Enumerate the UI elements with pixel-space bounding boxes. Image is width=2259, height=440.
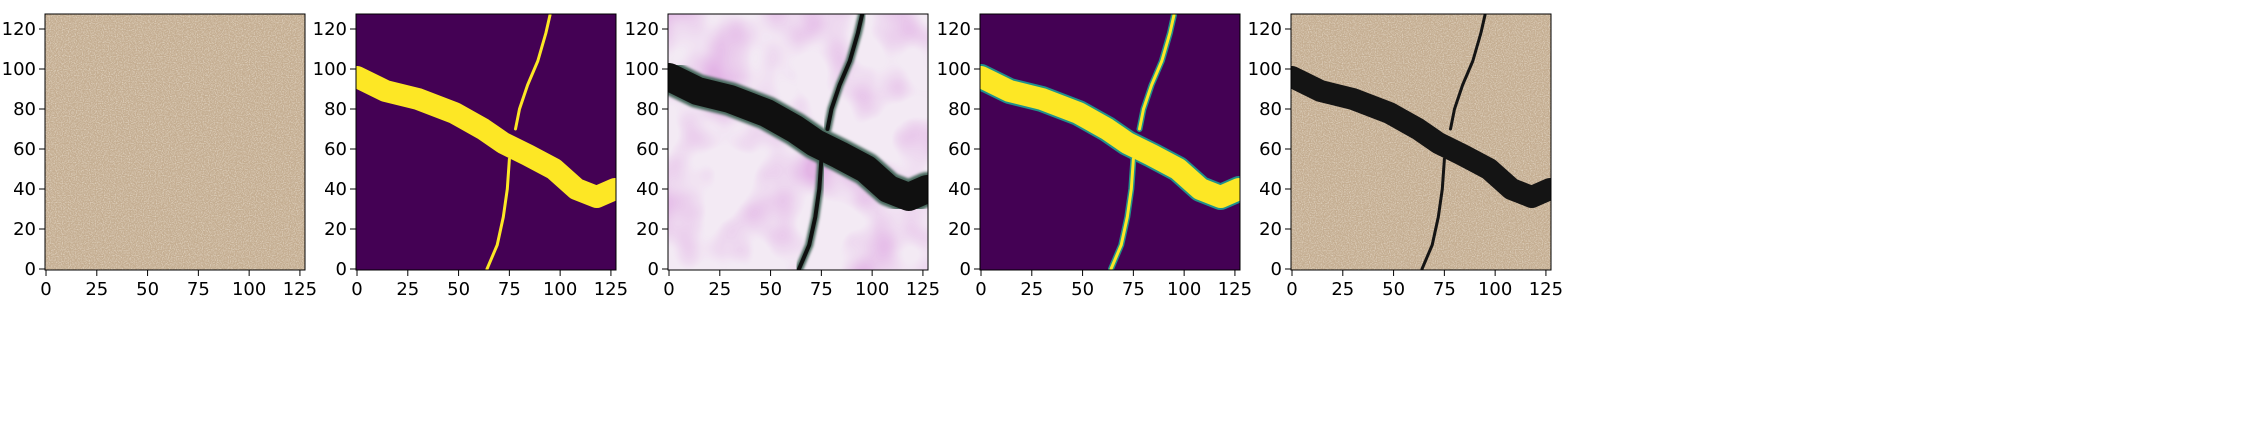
panel-4: 0 25 50 75 100 125 0 20 40 60 80 100 120 — [937, 13, 1252, 300]
mask-crack-branch-top — [1109, 157, 1135, 270]
y-tick-label: 40 — [636, 179, 659, 200]
y-tick-label: 120 — [937, 19, 971, 40]
y-tick-label: 60 — [948, 139, 971, 160]
x-tick-label: 125 — [1218, 279, 1252, 300]
mask-crack-main — [980, 66, 1240, 208]
y-tick-label: 100 — [625, 59, 659, 80]
generated-crack-branch-top — [797, 157, 824, 270]
y-tick-label: 20 — [324, 219, 347, 240]
y-tick-label: 60 — [1259, 139, 1282, 160]
y-tick-label: 0 — [1271, 259, 1282, 280]
x-tick-label: 50 — [1071, 279, 1094, 300]
panel-frame — [44, 13, 306, 271]
x-tick-label: 25 — [85, 279, 108, 300]
x-tick-label: 100 — [1478, 279, 1512, 300]
panel-frame — [667, 13, 929, 271]
x-tick-label: 25 — [396, 279, 419, 300]
x-tick-label: 50 — [759, 279, 782, 300]
y-tick-label: 60 — [636, 139, 659, 160]
x-tick-label: 100 — [855, 279, 889, 300]
y-tick-label: 20 — [948, 219, 971, 240]
x-tick-label: 50 — [447, 279, 470, 300]
y-tick-label: 100 — [937, 59, 971, 80]
y-tick-label: 100 — [1248, 59, 1282, 80]
generated-crack-main — [668, 63, 928, 211]
x-tick-label: 75 — [1433, 279, 1456, 300]
x-tick-label: 75 — [187, 279, 210, 300]
y-tick-label: 0 — [336, 259, 347, 280]
y-tick-label: 40 — [324, 179, 347, 200]
y-tick-label: 100 — [313, 59, 347, 80]
panel-image — [45, 14, 305, 270]
panel-5: 0 25 50 75 100 125 0 20 40 60 80 100 120 — [1248, 13, 1563, 300]
crack-branch-bottom — [1449, 14, 1487, 131]
y-tick-label: 40 — [948, 179, 971, 200]
x-tick-label: 75 — [498, 279, 521, 300]
y-tick-label: 100 — [2, 59, 36, 80]
x-tick-label: 100 — [543, 279, 577, 300]
x-tick-label: 0 — [40, 279, 51, 300]
y-tick-label: 120 — [1248, 19, 1282, 40]
x-tick-label: 0 — [975, 279, 986, 300]
panel-image — [1291, 14, 1551, 270]
x-tick-label: 50 — [136, 279, 159, 300]
panel-image — [668, 14, 928, 270]
y-tick-label: 80 — [948, 99, 971, 120]
y-tick-label: 40 — [1259, 179, 1282, 200]
y-tick-label: 120 — [313, 19, 347, 40]
x-tick-label: 125 — [1529, 279, 1563, 300]
generated-crack-branch-bottom — [825, 14, 864, 131]
y-tick-label: 80 — [1259, 99, 1282, 120]
panel-frame — [355, 13, 617, 271]
panel-image — [356, 14, 616, 270]
mask-crack-branch-bottom — [1138, 14, 1176, 131]
x-tick-label: 75 — [1122, 279, 1145, 300]
crack-branch-top — [1420, 157, 1446, 270]
x-tick-label: 25 — [1020, 279, 1043, 300]
panel-3: 0 25 50 75 100 125 0 20 40 60 80 100 120 — [625, 13, 940, 300]
y-tick-label: 80 — [13, 99, 36, 120]
sand-grain — [45, 14, 305, 270]
crack-main — [1291, 66, 1551, 208]
x-tick-label: 125 — [283, 279, 317, 300]
panel-2: 0 25 50 75 100 125 0 20 40 60 80 100 120 — [313, 13, 628, 300]
x-tick-label: 0 — [351, 279, 362, 300]
x-tick-label: 0 — [663, 279, 674, 300]
x-tick-label: 75 — [810, 279, 833, 300]
x-tick-label: 100 — [232, 279, 266, 300]
x-tick-label: 125 — [594, 279, 628, 300]
mask-crack-branch-top — [485, 157, 511, 270]
y-tick-label: 120 — [625, 19, 659, 40]
y-tick-label: 120 — [2, 19, 36, 40]
x-tick-label: 100 — [1167, 279, 1201, 300]
x-tick-label: 25 — [1331, 279, 1354, 300]
panel-image — [980, 14, 1240, 270]
panels: 0 25 50 75 100 125 0 20 40 60 80 100 120 0 25 50 75 100 12… — [2, 13, 1563, 300]
y-tick-label: 0 — [648, 259, 659, 280]
panel-1: 0 25 50 75 100 125 0 20 40 60 80 100 120 — [2, 13, 317, 300]
y-tick-label: 20 — [636, 219, 659, 240]
y-tick-label: 20 — [13, 219, 36, 240]
panel-frame — [979, 13, 1241, 271]
y-tick-label: 60 — [13, 139, 36, 160]
x-tick-label: 0 — [1286, 279, 1297, 300]
y-tick-label: 80 — [324, 99, 347, 120]
y-tick-label: 60 — [324, 139, 347, 160]
x-tick-label: 125 — [906, 279, 940, 300]
panel-frame — [1290, 13, 1552, 271]
y-tick-label: 0 — [25, 259, 36, 280]
mask-crack-main — [356, 66, 616, 208]
y-tick-label: 40 — [13, 179, 36, 200]
y-tick-label: 0 — [960, 259, 971, 280]
x-tick-label: 50 — [1382, 279, 1405, 300]
x-tick-label: 25 — [708, 279, 731, 300]
y-tick-label: 20 — [1259, 219, 1282, 240]
mask-crack-branch-bottom — [514, 14, 552, 131]
y-tick-label: 80 — [636, 99, 659, 120]
